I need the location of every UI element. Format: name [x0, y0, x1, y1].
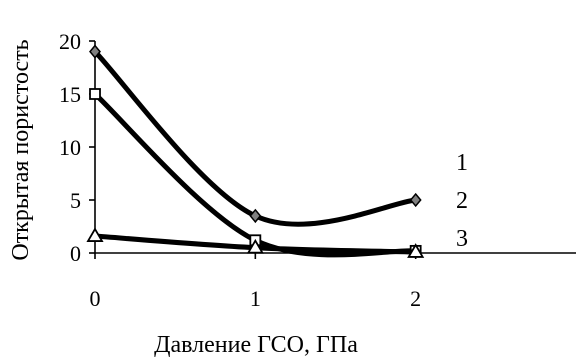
y-tick-label-0: 0 — [70, 241, 81, 266]
x-tick-label-2: 2 — [410, 286, 421, 311]
curve-label-2: 2 — [456, 188, 468, 214]
series-1-point-0 — [89, 44, 101, 59]
series-line-1 — [92, 49, 419, 227]
series-3-point-2 — [407, 243, 425, 258]
y-tick-label-1: 5 — [70, 188, 81, 213]
series-1-point-2 — [409, 192, 422, 208]
series-line-2 — [92, 91, 419, 258]
y-tick-label-2: 10 — [59, 135, 81, 160]
y-tick-label-4: 20 — [59, 29, 81, 54]
plot-area: 0 5 10 15 20 0 1 2 1 2 3 — [59, 29, 576, 311]
x-tick-label-0: 0 — [90, 286, 101, 311]
series-3-point-0 — [86, 227, 104, 242]
series-1-point-1 — [249, 208, 262, 224]
y-tick-label-3: 15 — [59, 82, 81, 107]
series-3-point-1 — [246, 238, 264, 254]
curve-label-3: 3 — [456, 226, 468, 252]
series-2-point-0 — [89, 88, 101, 100]
curve-label-1: 1 — [456, 150, 468, 176]
y-axis-label: Открытая пористость — [8, 39, 34, 260]
x-axis-label: Давление ГСО, ГПа — [154, 332, 358, 358]
x-tick-label-1: 1 — [250, 286, 261, 311]
